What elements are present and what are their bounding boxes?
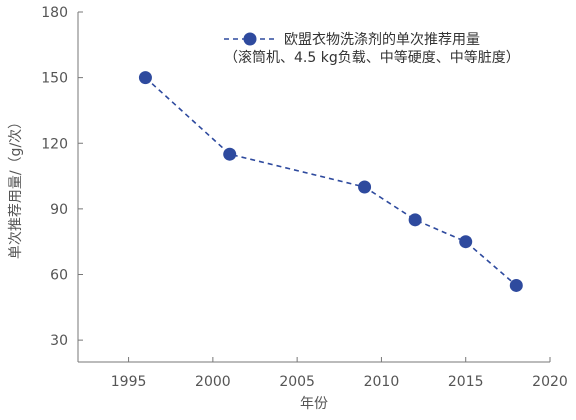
x-tick-label: 2015 — [448, 374, 484, 390]
data-point — [138, 71, 152, 85]
data-point — [408, 213, 422, 227]
y-tick-label: 30 — [50, 333, 68, 349]
y-axis-title: 单次推荐用量/（g/次） — [8, 115, 24, 259]
y-tick-label: 120 — [41, 136, 68, 152]
legend-label: 欧盟衣物洗涤剂的单次推荐用量 — [284, 32, 480, 48]
axes — [77, 12, 550, 363]
x-axis-title: 年份 — [300, 396, 328, 412]
series-line — [144, 77, 517, 287]
x-tick-label: 2020 — [532, 374, 568, 390]
data-point — [509, 278, 523, 292]
legend: 欧盟衣物洗涤剂的单次推荐用量 （滚筒机、4.5 kg负载、中等硬度、中等脏度） — [224, 32, 520, 66]
y-tick-label: 150 — [41, 71, 68, 87]
x-tick-label: 2000 — [195, 374, 231, 390]
series-group — [138, 71, 523, 292]
x-tick-label: 2005 — [279, 374, 315, 390]
data-point — [358, 180, 372, 194]
y-ticks: 30 60 90 120 150 180 — [41, 5, 83, 349]
legend-note: （滚筒机、4.5 kg负载、中等硬度、中等脏度） — [224, 49, 520, 66]
legend-marker-swatch — [243, 32, 257, 46]
x-ticks: 1995 2000 2005 2010 2015 2020 — [111, 357, 568, 390]
y-tick-label: 60 — [50, 268, 68, 284]
x-tick-label: 1995 — [111, 374, 147, 390]
data-point — [459, 235, 473, 249]
y-tick-label: 90 — [50, 202, 68, 218]
y-tick-label: 180 — [41, 5, 68, 21]
x-tick-label: 2010 — [364, 374, 400, 390]
data-point — [223, 147, 237, 161]
